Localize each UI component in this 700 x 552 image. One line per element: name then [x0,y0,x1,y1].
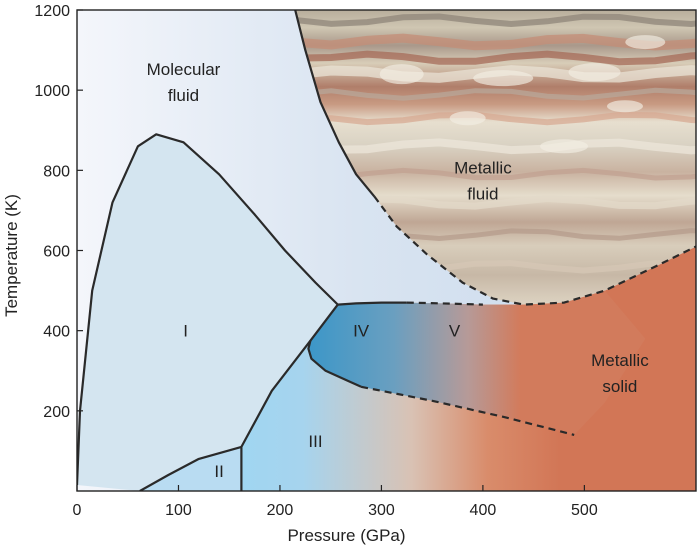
y-tick-label: 600 [43,244,70,261]
region-label: fluid [467,184,498,203]
y-axis: 200 400 600 800 1000 1200 [34,3,83,421]
phase-II-region [139,446,242,491]
jupiter-texture [295,13,696,274]
plot-area [77,10,696,491]
jupiter-cloud [606,100,643,113]
x-axis: 0 100 200 300 400 500 [73,485,598,519]
x-tick-label: 300 [368,502,395,519]
y-tick-label: 800 [43,163,70,180]
y-tick-label: 200 [43,404,70,421]
jupiter-band [295,111,696,126]
jupiter-cloud [379,64,424,85]
I-III-boundary-line [240,303,339,491]
x-axis-label: Pressure (GPa) [287,526,405,545]
phase-IV-region [308,290,646,435]
region-label: I [183,322,188,341]
phase-I-region [77,134,338,491]
x-tick-label: 100 [165,502,192,519]
y-axis-label: Temperature (K) [2,194,21,317]
molecular-metallic-fluid-boundary-extrapolated-line [373,195,696,306]
region-label: solid [602,377,637,396]
IV-fluid-boundary-line [337,301,407,306]
jupiter-band [295,167,696,181]
I-II-boundary-line [139,445,242,491]
region-label: V [449,322,461,341]
jupiter-band [295,87,696,101]
y-tick-label: 1000 [34,83,70,100]
jupiter-cloud [625,35,666,50]
jupiter-cloud [568,63,621,82]
jupiter-cloud [449,111,486,126]
III-V-boundary-extrapolated-line [360,385,575,436]
molecular-metallic-fluid-boundary-line [294,10,376,198]
y-tick-label: 400 [43,324,70,341]
region-label: II [214,462,223,481]
region-label: III [308,432,322,451]
region-label: fluid [168,86,199,105]
jupiter-band [295,50,696,66]
jupiter-band [295,138,696,155]
region-label: IV [353,322,370,341]
phase-boundaries [77,10,696,491]
region-label: Molecular [147,60,221,79]
region-label: Metallic [591,351,649,370]
jupiter-band [295,65,696,83]
melting-line-line [77,133,339,486]
III-IV-boundary-line [307,340,362,388]
region-label: Metallic [454,158,512,177]
phase-III-region [241,340,575,491]
x-tick-label: 0 [73,502,82,519]
x-tick-label: 200 [267,502,294,519]
jupiter-band [295,13,696,28]
IV-fluid-boundary-extrapolated-line [406,301,483,306]
jupiter-cloud [540,139,589,154]
y-tick-label: 1200 [34,3,70,20]
jupiter-cloud [473,70,534,87]
x-tick-label: 500 [571,502,598,519]
x-tick-label: 400 [470,502,497,519]
